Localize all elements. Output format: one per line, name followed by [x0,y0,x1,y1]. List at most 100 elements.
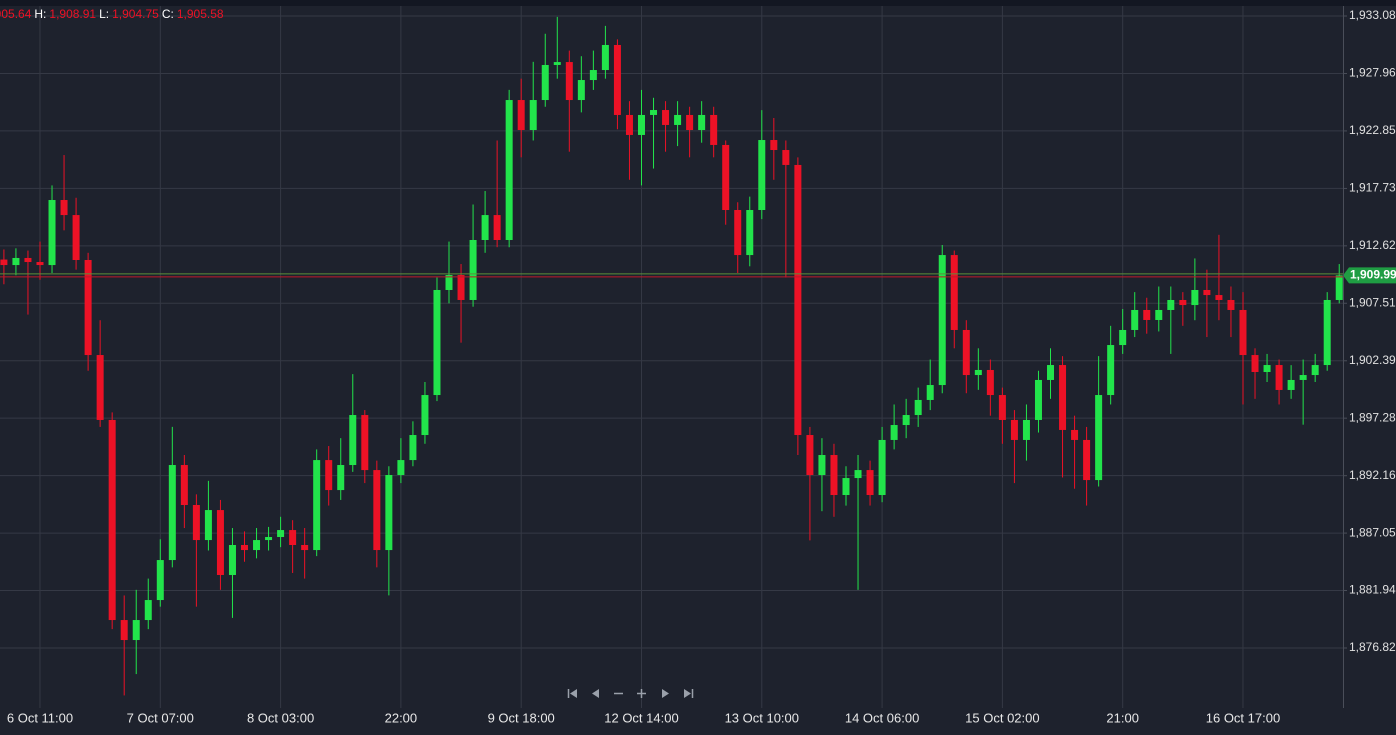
candle-body [96,355,104,420]
candle-body [349,415,357,466]
y-tick-label: 1,933.08 [1349,8,1396,22]
candle-body [625,114,633,135]
candle-body [204,510,212,541]
candle-body [253,540,261,551]
candle-body [1167,299,1175,310]
y-tick-label: 1,887.05 [1349,525,1396,539]
ohlc-value: 1,904.75 [112,7,159,21]
candle-body [517,100,525,131]
candle-body [866,470,874,496]
nav-zoom-in[interactable] [637,689,646,698]
ohlc-value: 1,908.91 [49,7,96,21]
x-tick-label: 14 Oct 06:00 [845,710,919,725]
y-tick-label: 1,902.39 [1349,353,1396,367]
candle-body [108,419,116,621]
candle-body [589,70,597,81]
nav-first[interactable] [567,689,578,698]
candle-body [1071,429,1079,440]
candle-body [674,114,682,125]
candle-body [24,257,32,263]
candle-body [1227,299,1235,310]
candle-body [241,544,248,551]
candle-body [950,255,958,330]
candle-body [1179,299,1187,306]
candle-body [553,62,561,65]
y-tick-label: 1,912.62 [1349,238,1396,252]
candle-body [289,530,297,545]
x-tick-label: 7 Oct 07:00 [127,710,194,725]
navigation [567,689,694,698]
candle-body [782,150,790,165]
candle-body [1203,289,1211,296]
candle-body [1191,289,1199,306]
y-tick-label: 1,876.82 [1349,640,1396,654]
candle-body [1155,309,1163,320]
candle-body [192,505,200,541]
candle-body [698,114,706,131]
x-tick-label: 8 Oct 03:00 [247,710,314,725]
candle-body [48,200,56,266]
x-tick-label: 13 Oct 10:00 [725,710,799,725]
candle-body [830,455,838,496]
candle-body [662,110,670,125]
candle-body [277,530,285,538]
x-tick-label: 15 Oct 02:00 [965,710,1039,725]
candle-body [1095,395,1103,481]
candle-body [734,210,742,256]
y-tick-label: 1,907.51 [1349,295,1396,309]
candle-body [974,369,982,376]
candle-body [433,289,441,396]
candle-body [1239,309,1247,356]
candle-body [1010,419,1018,440]
candle-body [926,385,934,400]
candle-body [529,100,537,131]
candle-body [854,470,862,479]
candle-body [373,470,381,551]
candle-body [1022,419,1030,440]
x-tick-label: 9 Oct 18:00 [488,710,555,725]
candle-body [325,460,333,491]
candle-body [1131,309,1139,330]
candle-body [902,415,910,426]
candle-body [265,537,273,541]
candle-body [445,275,453,290]
candle-body [637,114,645,135]
candle-body [1263,365,1271,372]
y-tick-label: 1,897.28 [1349,410,1396,424]
candle-body [1287,379,1295,390]
candle-body [493,215,501,240]
candle-body [962,329,970,376]
candle-body [337,465,345,491]
candle-body [541,64,549,101]
nav-next[interactable] [662,689,669,698]
candle-body [361,415,369,471]
y-tick-label: 1,927.96 [1349,66,1396,80]
candle-body [313,460,321,551]
candle-body [1083,439,1091,481]
candle-body [577,80,585,101]
x-tick-label: 16 Oct 17:00 [1206,710,1280,725]
candle-body [1059,365,1067,430]
candle-body [686,114,694,131]
candle-body [216,510,224,575]
candle-body [914,399,922,416]
candle-body [938,255,946,386]
candle-body [469,240,477,300]
candle-body [710,114,718,145]
x-tick-label: 22:00 [385,710,418,725]
x-tick-label: 21:00 [1106,710,1139,725]
candle-body [1323,299,1331,366]
candle-body [1251,355,1259,372]
candle-body [132,620,140,641]
ohlc-value: 1,905.58 [177,7,224,21]
candle-body [481,215,489,240]
candle-body [1119,329,1127,346]
nav-last[interactable] [684,689,694,698]
candle-body [758,140,766,211]
candle-body [878,439,886,496]
candle-body [1311,365,1319,376]
nav-prev[interactable] [592,689,599,698]
candle-body [806,435,814,476]
x-tick-label: 6 Oct 11:00 [7,710,73,725]
ohlc-value: 1,905.64 [0,7,32,21]
